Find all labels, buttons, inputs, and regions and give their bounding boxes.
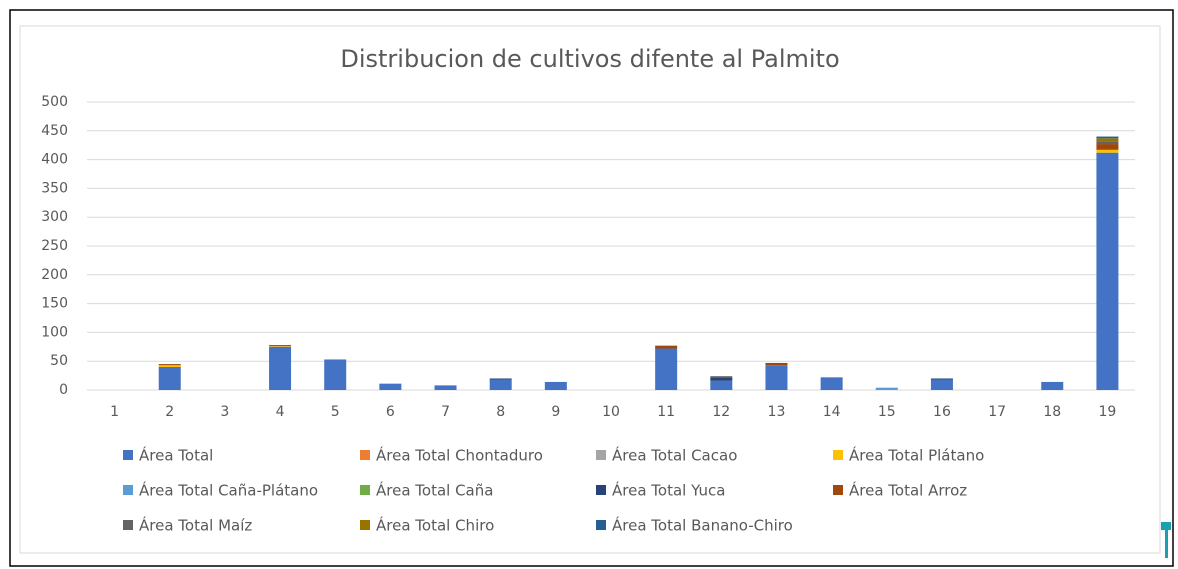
y-tick-label: 50 <box>50 353 68 369</box>
bar <box>1096 141 1119 145</box>
x-tick-label: 15 <box>878 404 896 420</box>
legend-label: Área Total Banano-Chiro <box>612 516 793 535</box>
legend-label: Área Total Yuca <box>612 481 725 500</box>
bar <box>158 366 181 390</box>
legend-label: Área Total Cacao <box>612 446 737 465</box>
legend-label: Área Total Arroz <box>849 481 967 500</box>
bar <box>930 378 953 380</box>
legend-label: Área Total Chontaduro <box>376 446 543 465</box>
y-tick-label: 0 <box>59 382 68 398</box>
legend-label: Área Total Maíz <box>139 516 252 535</box>
bar <box>1096 138 1119 142</box>
legend-label: Área Total Plátano <box>849 446 984 465</box>
x-tick-label: 18 <box>1043 404 1061 420</box>
bar <box>820 377 843 390</box>
legend-swatch <box>596 485 606 495</box>
legend-swatch <box>833 485 843 495</box>
bar <box>765 362 788 366</box>
x-tick-label: 6 <box>386 404 395 420</box>
legend-swatch <box>360 520 370 530</box>
bar <box>655 345 678 349</box>
bar <box>710 380 733 390</box>
x-tick-label: 1 <box>110 404 119 420</box>
bar <box>930 379 953 390</box>
legend-swatch <box>123 450 133 460</box>
y-tick-label: 450 <box>41 123 68 139</box>
bar <box>158 365 181 367</box>
x-tick-label: 10 <box>602 404 620 420</box>
y-tick-label: 300 <box>41 209 68 225</box>
legend-swatch <box>123 485 133 495</box>
y-tick-label: 200 <box>41 267 68 283</box>
chart-title: Distribucion de cultivos difente al Palm… <box>340 45 839 73</box>
bar <box>765 365 788 390</box>
legend-swatch <box>360 450 370 460</box>
cursor-marker <box>1165 528 1168 558</box>
legend-label: Área Total Caña <box>376 481 493 500</box>
y-tick-label: 400 <box>41 152 68 168</box>
bar <box>1041 381 1064 390</box>
legend-swatch <box>596 450 606 460</box>
bar <box>269 346 292 390</box>
bar <box>489 379 512 390</box>
frame <box>9 9 1174 567</box>
legend-swatch <box>123 520 133 530</box>
cursor-marker <box>1161 522 1171 530</box>
bar <box>710 376 733 378</box>
bar <box>1096 152 1119 390</box>
bar <box>269 345 292 347</box>
legend-label: Área Total Chiro <box>376 516 494 535</box>
bar <box>379 383 402 390</box>
x-tick-label: 17 <box>988 404 1006 420</box>
y-tick-label: 500 <box>41 94 68 110</box>
y-tick-label: 100 <box>41 324 68 340</box>
bar <box>544 381 567 390</box>
bar <box>158 364 181 366</box>
bar <box>710 377 733 381</box>
legend-swatch <box>360 485 370 495</box>
x-tick-label: 19 <box>1099 404 1117 420</box>
x-tick-label: 12 <box>712 404 730 420</box>
y-tick-label: 150 <box>41 296 68 312</box>
legend-label: Área Total <box>139 446 213 465</box>
x-tick-label: 8 <box>496 404 505 420</box>
legend-swatch <box>833 450 843 460</box>
bar <box>269 346 292 347</box>
chart-area <box>19 25 1161 554</box>
bar <box>489 378 512 380</box>
bar <box>324 359 347 390</box>
bar <box>434 385 457 390</box>
y-tick-label: 250 <box>41 238 68 254</box>
x-tick-label: 13 <box>768 404 786 420</box>
x-tick-label: 9 <box>551 404 560 420</box>
bar <box>655 348 678 390</box>
bar <box>875 387 898 390</box>
x-tick-label: 2 <box>165 404 174 420</box>
legend-label: Área Total Caña-Plátano <box>139 481 318 500</box>
x-tick-label: 3 <box>220 404 229 420</box>
bar <box>1096 136 1119 139</box>
x-tick-label: 4 <box>276 404 285 420</box>
x-tick-label: 7 <box>441 404 450 420</box>
legend-swatch <box>596 520 606 530</box>
x-tick-label: 5 <box>331 404 340 420</box>
x-tick-label: 11 <box>657 404 675 420</box>
bar <box>1096 144 1119 150</box>
x-tick-label: 16 <box>933 404 951 420</box>
y-tick-label: 350 <box>41 180 68 196</box>
x-tick-label: 14 <box>823 404 841 420</box>
bar <box>1096 149 1119 153</box>
